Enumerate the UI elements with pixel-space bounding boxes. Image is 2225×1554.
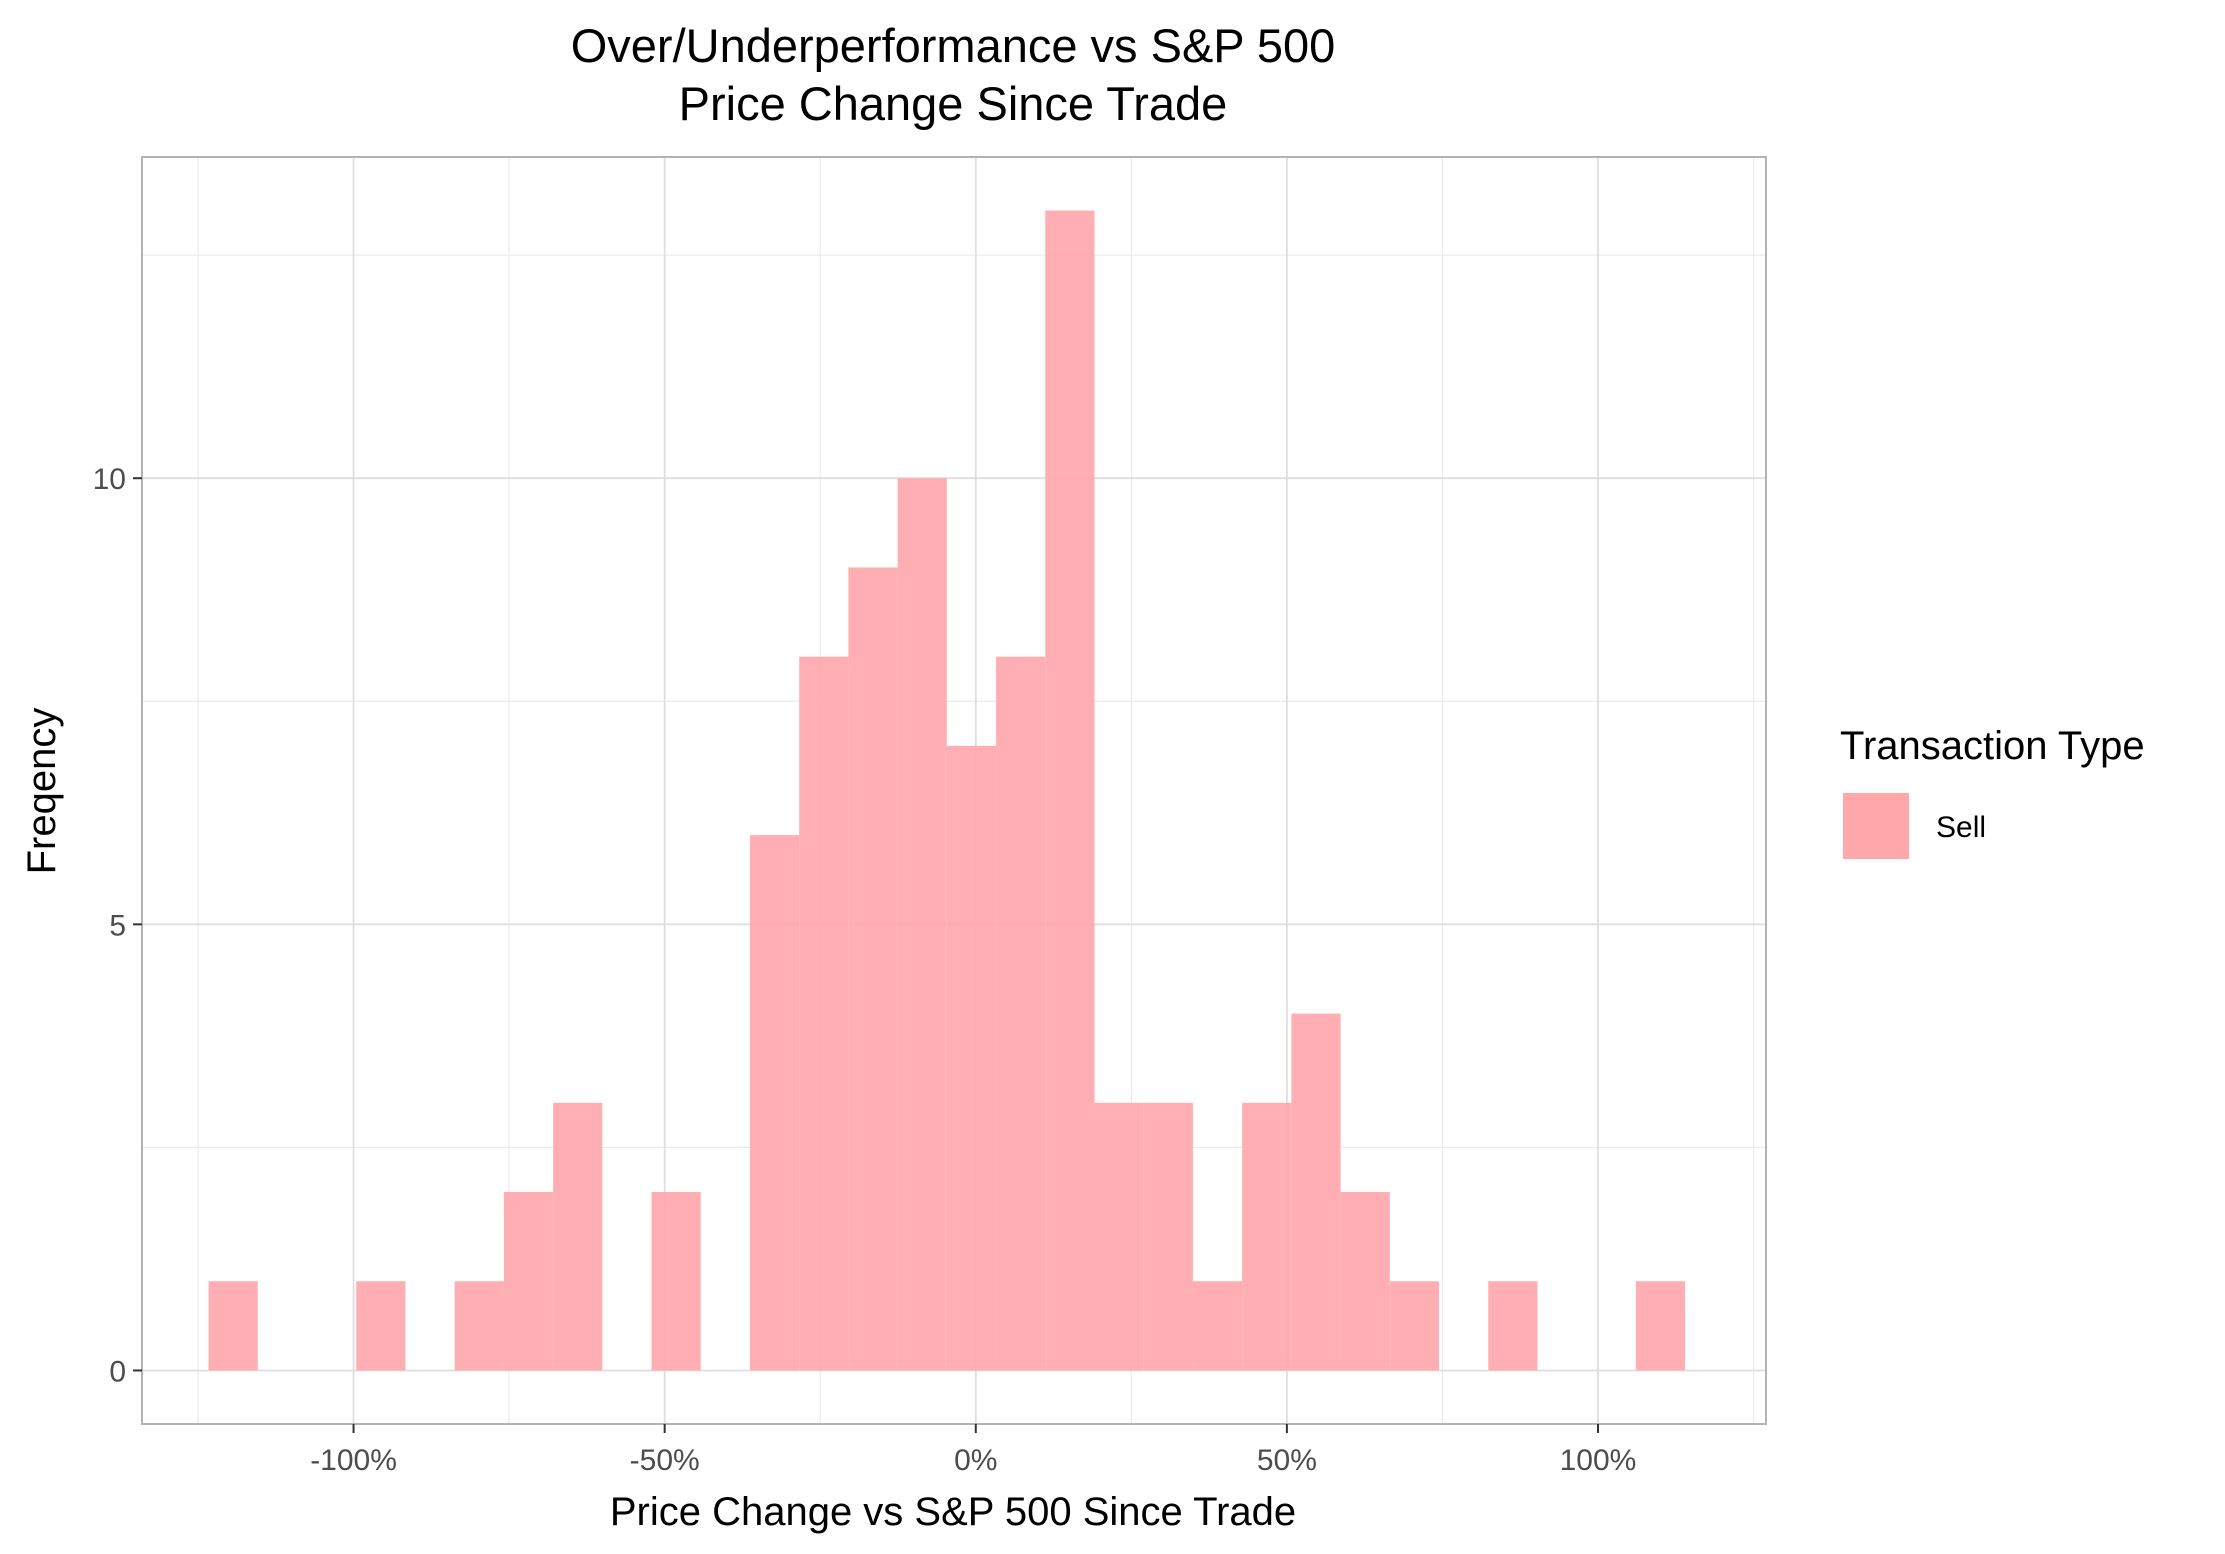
legend-key-sell (1843, 793, 1909, 859)
x-tick-label: 50% (1257, 1444, 1317, 1477)
y-axis-ticks: 0 5 10 (93, 463, 142, 1388)
legend: Transaction Type Sell (1840, 724, 2145, 859)
x-tick-label: 0% (954, 1444, 997, 1477)
y-tick-label: 5 (109, 909, 126, 942)
y-axis-title: Freqency (20, 708, 64, 875)
chart-title: Over/Underperformance vs S&P 500 (571, 19, 1336, 72)
histogram-bar (454, 1281, 504, 1371)
histogram-bar (651, 1192, 701, 1371)
x-tick-label: -50% (630, 1444, 700, 1477)
histogram-bar (749, 835, 800, 1371)
histogram-bar (503, 1192, 554, 1371)
histogram-bar (946, 745, 997, 1371)
histogram-bar (553, 1102, 603, 1371)
histogram-bar (1094, 1102, 1144, 1371)
histogram-bars (208, 210, 1686, 1371)
histogram-bar (1143, 1102, 1193, 1371)
legend-label-sell: Sell (1936, 811, 1986, 844)
plot-panel-border (141, 156, 1767, 1425)
histogram-bar (1389, 1281, 1440, 1371)
legend-title: Transaction Type (1840, 724, 2145, 768)
histogram-bar (1242, 1102, 1292, 1371)
histogram-bar (208, 1281, 258, 1371)
histogram-bar (848, 567, 898, 1371)
histogram-bar (1045, 210, 1095, 1371)
x-tick-label: -100% (310, 1444, 397, 1477)
chart-subtitle: Price Change Since Trade (679, 77, 1228, 130)
x-axis-title: Price Change vs S&P 500 Since Trade (610, 1490, 1296, 1534)
y-tick-label: 10 (93, 463, 126, 496)
histogram-bar (897, 478, 947, 1371)
histogram-bar (799, 656, 849, 1371)
histogram-bar (1192, 1281, 1243, 1371)
histogram-bar (1488, 1281, 1538, 1371)
x-tick-label: 100% (1560, 1444, 1637, 1477)
histogram-bar (996, 656, 1046, 1371)
histogram-bar (356, 1281, 406, 1371)
x-axis-ticks: -100% -50% 0% 50% 100% (310, 1424, 1636, 1477)
histogram-bar (1635, 1281, 1686, 1371)
histogram-bar (1291, 1013, 1341, 1371)
y-tick-label: 0 (109, 1355, 126, 1388)
histogram-bar (1340, 1192, 1390, 1371)
